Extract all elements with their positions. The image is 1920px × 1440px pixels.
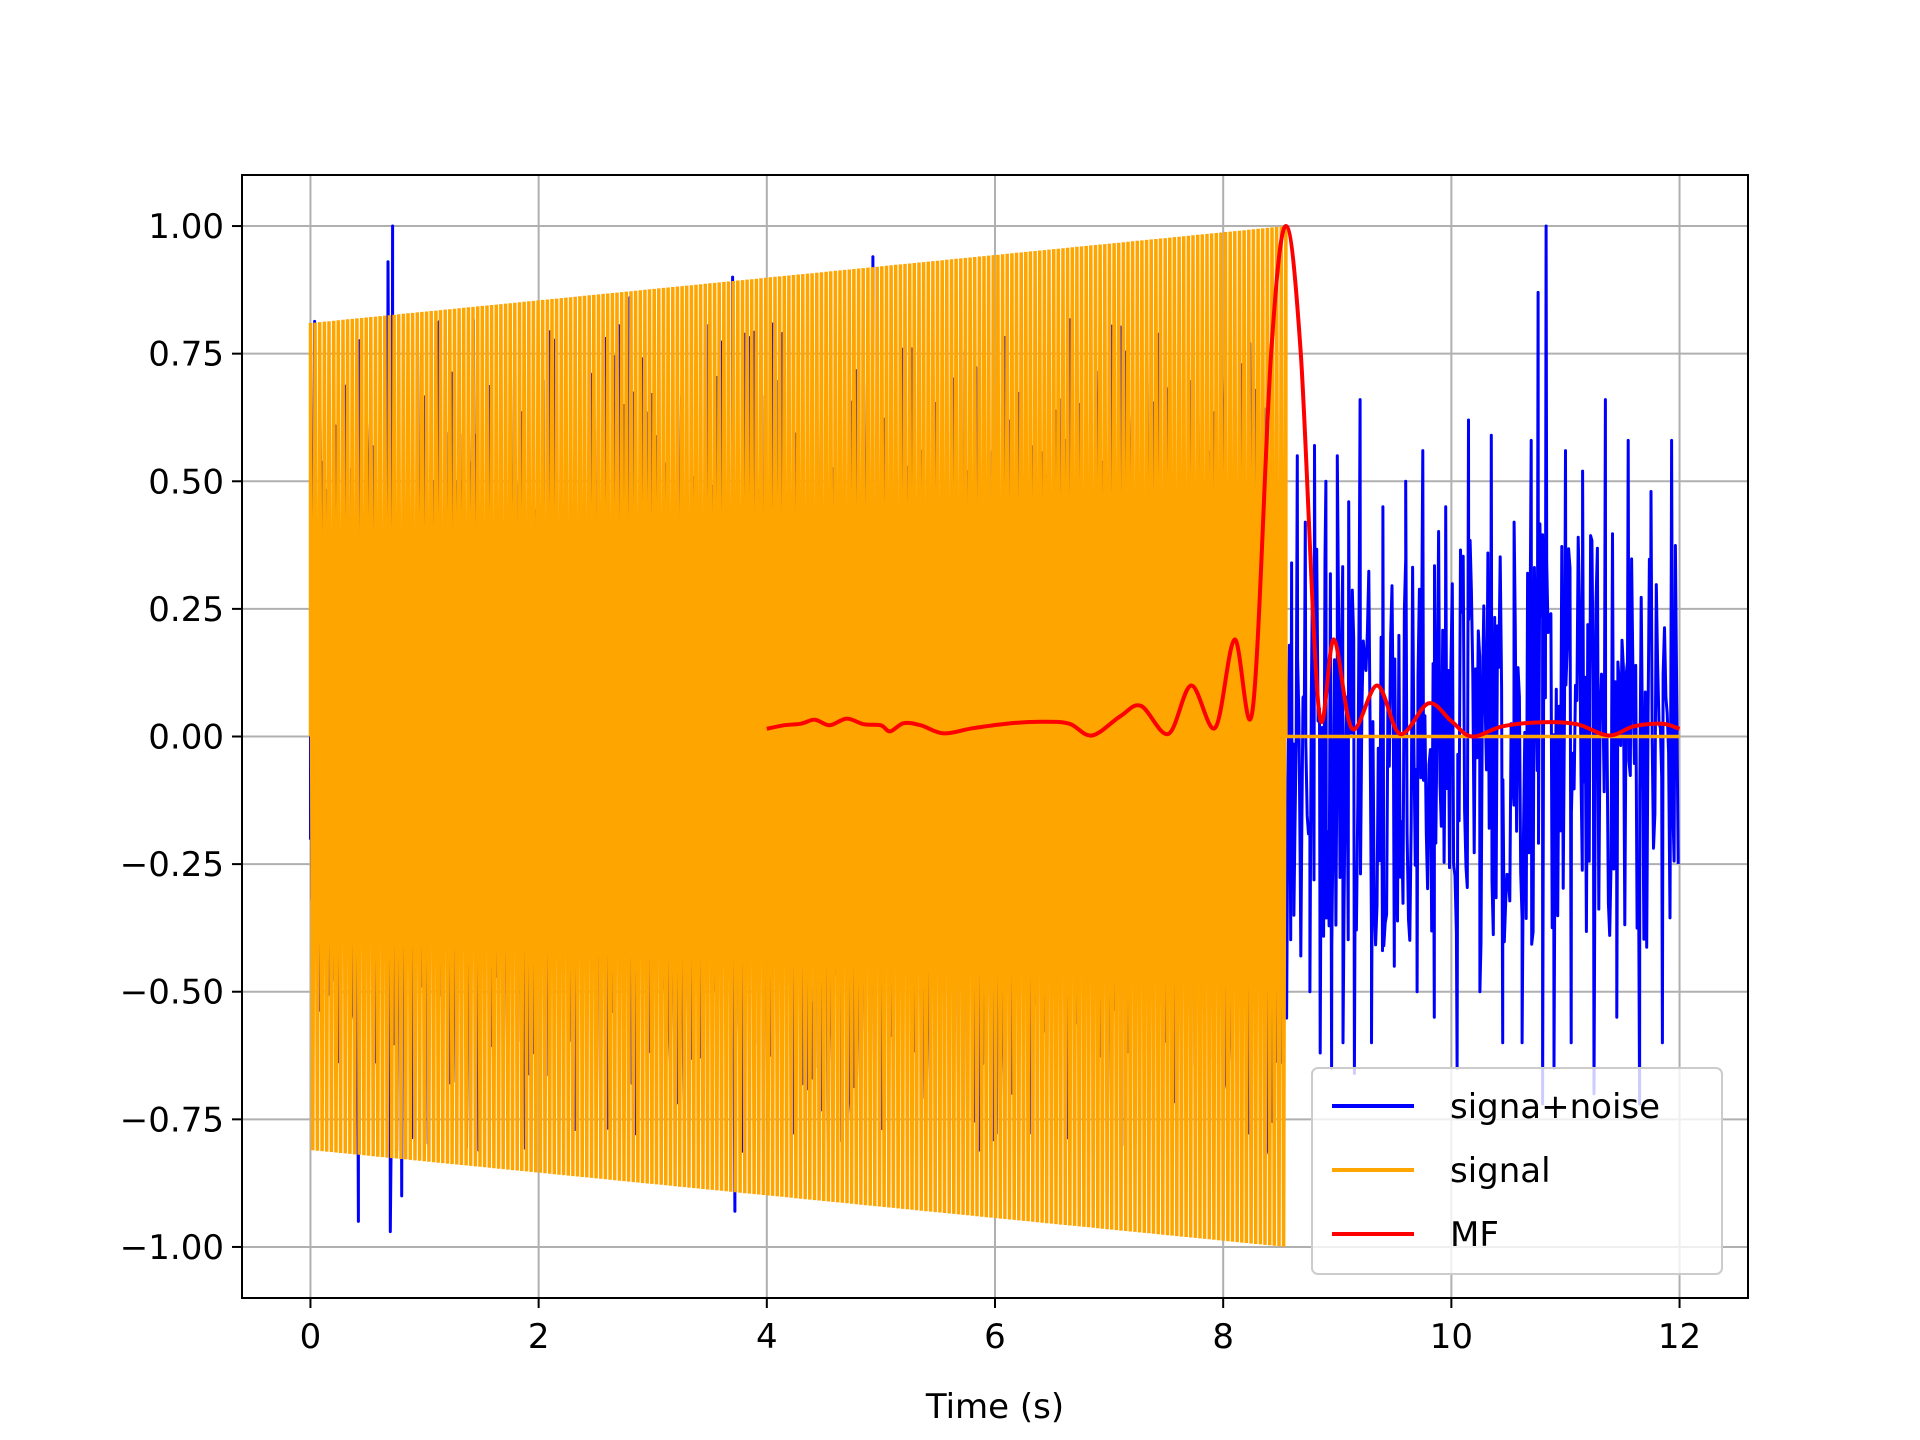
x-tick-label: 0 bbox=[300, 1317, 322, 1357]
y-tick-label: −1.00 bbox=[120, 1228, 224, 1268]
plot-series bbox=[308, 224, 1681, 1247]
x-tick-label: 2 bbox=[528, 1317, 550, 1357]
x-tick-label: 10 bbox=[1430, 1317, 1473, 1357]
x-axis-label: Time (s) bbox=[925, 1387, 1064, 1427]
y-tick-label: 0.25 bbox=[148, 590, 224, 630]
y-tick-label: −0.25 bbox=[120, 845, 224, 885]
y-tick-label: 0.00 bbox=[148, 718, 224, 758]
series-line-mf bbox=[766, 224, 1681, 739]
y-tick-label: −0.75 bbox=[120, 1100, 224, 1140]
y-tick-label: 1.00 bbox=[148, 207, 224, 247]
x-tick-label: 4 bbox=[756, 1317, 778, 1357]
legend-label: MF bbox=[1450, 1215, 1499, 1255]
legend: signa+noise signal MF bbox=[1311, 1067, 1723, 1275]
axis-ticks: 0 2 4 6 8 10 12 1.00 0.75 0.50 0.25 0.00 −0.25 −0.50 −… bbox=[120, 207, 1701, 1357]
y-tick-label: −0.50 bbox=[120, 973, 224, 1013]
x-tick-label: 6 bbox=[984, 1317, 1006, 1357]
x-tick-label: 12 bbox=[1658, 1317, 1701, 1357]
y-tick-label: 0.50 bbox=[148, 462, 224, 502]
legend-label: signa+noise bbox=[1450, 1087, 1660, 1127]
legend-label: signal bbox=[1450, 1151, 1551, 1191]
legend-box bbox=[1311, 1067, 1723, 1275]
y-tick-label: 0.75 bbox=[148, 335, 224, 375]
x-tick-label: 8 bbox=[1212, 1317, 1234, 1357]
series-line-signal bbox=[308, 225, 1680, 1247]
